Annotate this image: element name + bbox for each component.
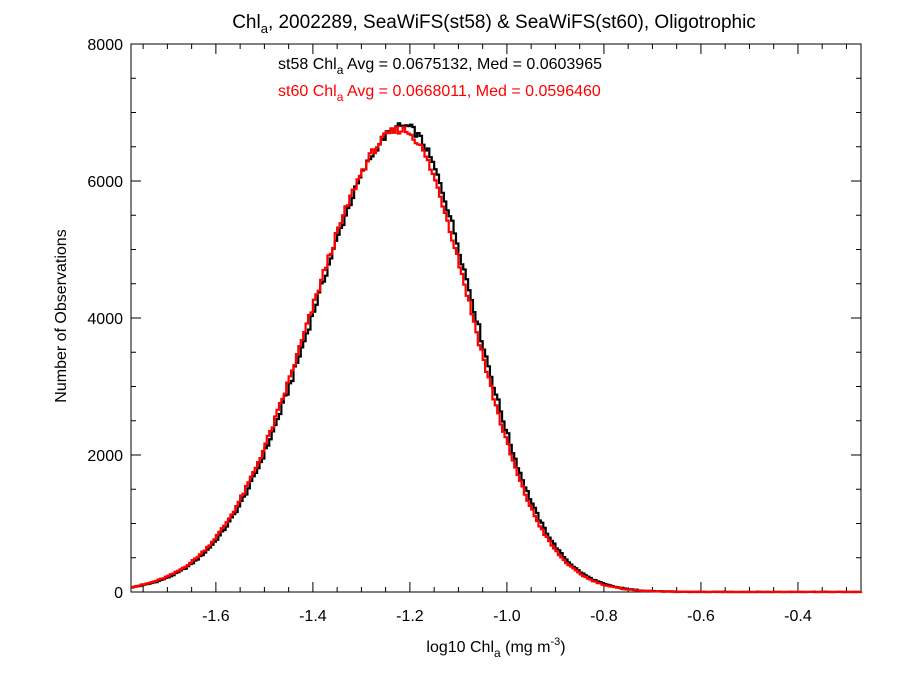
y-tick-label: 8000 bbox=[87, 37, 123, 54]
chart-title-main: Chl bbox=[232, 12, 261, 33]
x-axis-label-sub: a bbox=[494, 646, 501, 660]
y-tick-label: 6000 bbox=[87, 174, 123, 191]
chart-title-rest: , 2002289, SeaWiFS(st58) & SeaWiFS(st60)… bbox=[268, 12, 756, 33]
x-tick-label: -1.4 bbox=[299, 608, 327, 625]
x-axis-label-mid: (mg m bbox=[501, 639, 551, 656]
x-axis-label: log10 Chla (mg m-3) bbox=[426, 636, 565, 660]
annotation-st60: st60 Chla Avg = 0.0668011, Med = 0.05964… bbox=[278, 83, 601, 104]
annotation-st58-sub: a bbox=[337, 63, 344, 77]
series-st58-line bbox=[131, 122, 863, 594]
x-tick-label: -0.8 bbox=[590, 608, 618, 625]
x-tick-label: -0.6 bbox=[687, 608, 715, 625]
annotation-st60-prefix: st60 Chl bbox=[278, 83, 337, 100]
y-tick-label: 0 bbox=[114, 585, 123, 602]
annotation-st58: st58 Chla Avg = 0.0675132, Med = 0.06039… bbox=[278, 56, 602, 77]
annotation-st58-suffix: Avg = 0.0675132, Med = 0.0603965 bbox=[343, 56, 602, 73]
chart-title-sub: a bbox=[261, 21, 269, 36]
annotation-st58-prefix: st58 Chl bbox=[278, 56, 337, 73]
x-tick-label: -1.2 bbox=[396, 608, 424, 625]
series-layer bbox=[131, 122, 863, 594]
y-tick-label: 2000 bbox=[87, 448, 123, 465]
tick-labels: -1.6 -1.4 -1.2 -1.0 -0.8 -0.6 -0.4 0 2000 4000 600… bbox=[87, 37, 811, 625]
axis-ticks bbox=[131, 43, 861, 593]
y-tick-label: 4000 bbox=[87, 311, 123, 328]
annotation-st60-suffix: Avg = 0.0668011, Med = 0.0596460 bbox=[343, 83, 601, 100]
x-axis-label-sup: -3 bbox=[550, 636, 560, 648]
y-axis-label: Number of Observations bbox=[53, 229, 70, 402]
x-tick-label: -0.4 bbox=[784, 608, 812, 625]
x-axis-label-end: ) bbox=[560, 639, 565, 656]
series-st60-line bbox=[131, 125, 863, 594]
chart-title: Chla, 2002289, SeaWiFS(st58) & SeaWiFS(s… bbox=[232, 12, 756, 36]
x-axis-label-main: log10 Chl bbox=[426, 639, 494, 656]
annotation-st60-sub: a bbox=[337, 90, 344, 104]
x-tick-label: -1.0 bbox=[493, 608, 521, 625]
plot-frame bbox=[130, 43, 862, 593]
x-tick-label: -1.6 bbox=[202, 608, 230, 625]
